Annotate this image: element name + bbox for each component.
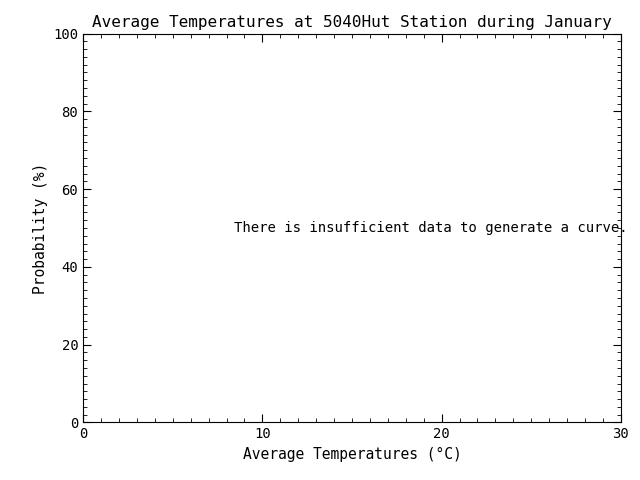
Text: There is insufficient data to generate a curve.: There is insufficient data to generate a… — [234, 221, 627, 235]
Y-axis label: Probability (%): Probability (%) — [33, 162, 47, 294]
Title: Average Temperatures at 5040Hut Station during January: Average Temperatures at 5040Hut Station … — [92, 15, 612, 30]
X-axis label: Average Temperatures (°C): Average Temperatures (°C) — [243, 447, 461, 462]
